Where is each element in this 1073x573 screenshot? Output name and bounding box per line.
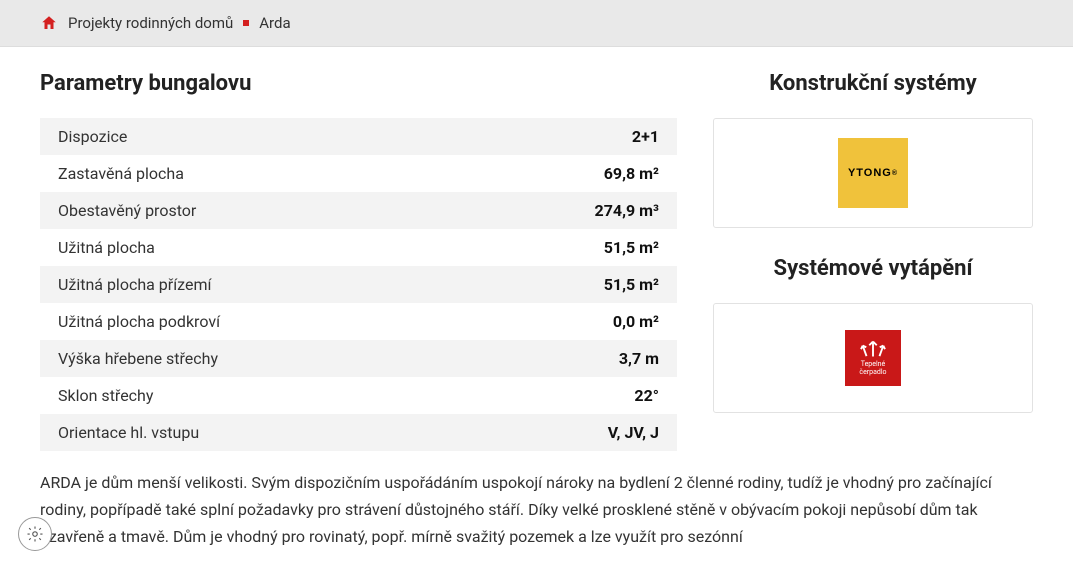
param-label: Dispozice <box>58 127 127 146</box>
param-value: 51,5 m² <box>604 238 659 257</box>
heat-label-2: čerpadlo <box>859 369 886 377</box>
param-row: Dispozice 2+1 <box>40 118 677 155</box>
param-label: Sklon střechy <box>58 386 153 405</box>
param-value: 69,8 m² <box>604 164 659 183</box>
cookie-settings-button[interactable] <box>18 517 52 551</box>
param-label: Užitná plocha podkroví <box>58 312 220 331</box>
heating-systems-title: Systémové vytápění <box>713 256 1033 281</box>
param-value: 0,0 m² <box>613 312 659 331</box>
param-value: 51,5 m² <box>604 275 659 294</box>
heat-pump-logo: Tepelné čerpadlo <box>845 330 901 386</box>
param-label: Orientace hl. vstupu <box>58 423 199 442</box>
param-row: Užitná plocha podkroví 0,0 m² <box>40 303 677 340</box>
param-value: 2+1 <box>632 127 659 146</box>
param-value: 274,9 m³ <box>595 201 659 220</box>
ytong-logo-text: YTONG <box>848 167 892 179</box>
ytong-logo: YTONG® <box>838 138 908 208</box>
param-label: Výška hřebene střechy <box>58 349 218 368</box>
params-table: Dispozice 2+1 Zastavěná plocha 69,8 m² Obest… <box>40 118 677 451</box>
param-row: Výška hřebene střechy 3,7 m <box>40 340 677 377</box>
construction-systems-title: Konstrukční systémy <box>713 71 1033 96</box>
param-row: Obestavěný prostor 274,9 m³ <box>40 192 677 229</box>
description-text: ARDA je dům menší velikosti. Svým dispoz… <box>0 451 1073 551</box>
ytong-card[interactable]: YTONG® <box>713 118 1033 228</box>
param-label: Zastavěná plocha <box>58 164 184 183</box>
param-label: Obestavěný prostor <box>58 201 196 220</box>
home-icon[interactable] <box>40 14 58 32</box>
breadcrumb-link-projects[interactable]: Projekty rodinných domů <box>68 14 233 32</box>
param-row: Užitná plocha 51,5 m² <box>40 229 677 266</box>
param-row: Sklon střechy 22° <box>40 377 677 414</box>
param-value: 3,7 m <box>619 349 659 368</box>
param-row: Orientace hl. vstupu V, JV, J <box>40 414 677 451</box>
gear-icon <box>26 525 44 543</box>
param-value: V, JV, J <box>608 423 659 442</box>
breadcrumb-separator-icon <box>243 20 249 26</box>
heat-pump-card[interactable]: Tepelné čerpadlo <box>713 303 1033 413</box>
param-label: Užitná plocha přízemí <box>58 275 211 294</box>
arrows-up-icon <box>859 339 887 359</box>
param-label: Užitná plocha <box>58 238 155 257</box>
param-row: Užitná plocha přízemí 51,5 m² <box>40 266 677 303</box>
param-row: Zastavěná plocha 69,8 m² <box>40 155 677 192</box>
param-value: 22° <box>634 386 659 405</box>
breadcrumb: Projekty rodinných domů Arda <box>0 0 1073 47</box>
breadcrumb-current: Arda <box>259 14 290 32</box>
params-title: Parametry bungalovu <box>40 71 677 96</box>
